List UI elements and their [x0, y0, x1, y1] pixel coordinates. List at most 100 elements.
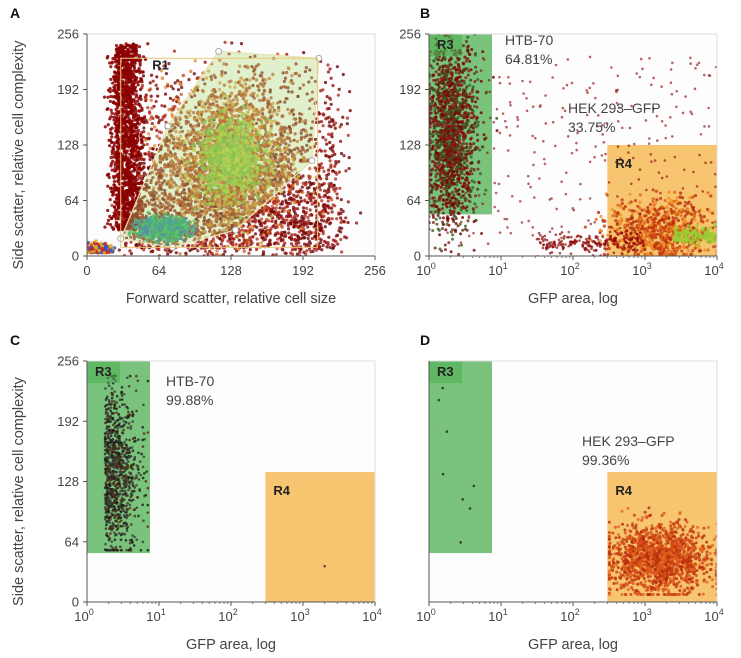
data-point: [260, 236, 265, 240]
data-point: [128, 249, 132, 253]
data-point: [234, 242, 238, 246]
data-point: [125, 61, 130, 65]
data-point: [260, 230, 264, 234]
data-point: [126, 192, 130, 196]
data-point: [193, 59, 198, 63]
data-point: [307, 233, 311, 237]
data-point: [325, 177, 329, 181]
data-point: [335, 196, 340, 200]
data-point: [137, 166, 141, 170]
data-point: [315, 149, 319, 153]
data-point: [154, 182, 158, 186]
data-point: [151, 79, 155, 83]
data-point: [154, 83, 158, 87]
data-point: [127, 71, 131, 75]
data-point: [196, 249, 200, 253]
data-point: [134, 126, 138, 130]
data-point: [310, 97, 314, 101]
data-point: [327, 187, 331, 191]
data-point: [319, 227, 323, 231]
data-point: [330, 185, 334, 189]
data-point: [310, 76, 314, 80]
data-point: [302, 209, 306, 213]
data-point: [313, 166, 317, 170]
data-point: [347, 166, 351, 171]
data-point: [108, 144, 112, 148]
data-point: [213, 243, 218, 247]
data-point: [190, 244, 194, 248]
data-point: [341, 72, 345, 77]
data-point: [136, 121, 140, 125]
data-point: [134, 89, 138, 93]
data-point: [116, 204, 121, 209]
data-point: [142, 171, 146, 175]
data-point: [110, 126, 114, 130]
data-point: [333, 189, 337, 193]
data-point: [122, 93, 126, 97]
data-point: [136, 150, 140, 155]
data-point: [338, 139, 343, 144]
data-point: [132, 177, 136, 182]
data-point: [212, 240, 216, 244]
data-point: [134, 242, 139, 247]
data-point: [236, 247, 241, 251]
data-point: [130, 75, 134, 80]
data-point: [111, 226, 116, 231]
data-point: [288, 189, 293, 193]
data-point: [283, 221, 287, 225]
data-point: [122, 253, 127, 256]
data-point: [307, 240, 312, 244]
data-point: [283, 76, 288, 80]
data-point: [138, 146, 143, 150]
data-point: [319, 177, 323, 181]
data-point: [229, 234, 234, 239]
data-point: [329, 102, 333, 107]
data-point: [300, 152, 304, 156]
data-point: [247, 251, 251, 255]
data-point: [296, 235, 300, 239]
data-point: [172, 49, 177, 53]
data-point: [308, 166, 312, 171]
data-point: [328, 140, 332, 145]
data-point: [146, 42, 150, 46]
data-point: [279, 202, 283, 206]
data-point: [147, 152, 151, 157]
data-point: [114, 197, 118, 201]
data-point: [242, 249, 246, 254]
data-point: [248, 247, 252, 252]
data-point: [314, 205, 318, 209]
data-point: [189, 69, 193, 74]
data-point: [120, 125, 124, 129]
data-point: [223, 40, 227, 44]
data-point: [133, 61, 137, 65]
data-point: [251, 83, 255, 88]
data-point: [328, 67, 332, 71]
data-point: [321, 88, 325, 92]
data-point: [132, 45, 136, 50]
data-point: [171, 98, 175, 102]
data-point: [308, 133, 313, 137]
data-point: [327, 190, 331, 194]
data-point: [274, 221, 278, 225]
data-point: [337, 229, 341, 233]
data-point: [116, 83, 120, 87]
data-point: [330, 210, 334, 214]
data-point: [125, 202, 129, 206]
data-point: [117, 248, 121, 252]
data-point: [105, 173, 109, 177]
data-point: [185, 267, 188, 270]
data-point: [323, 80, 328, 85]
data-point: [124, 154, 128, 158]
data-point: [166, 252, 170, 256]
data-point: [127, 145, 131, 149]
data-point: [154, 99, 158, 104]
data-point: [285, 218, 289, 222]
data-point: [123, 45, 128, 50]
data-point: [326, 70, 331, 74]
data-point: [144, 93, 148, 97]
data-point: [126, 168, 130, 172]
data-point: [113, 169, 117, 173]
data-point: [239, 42, 244, 46]
